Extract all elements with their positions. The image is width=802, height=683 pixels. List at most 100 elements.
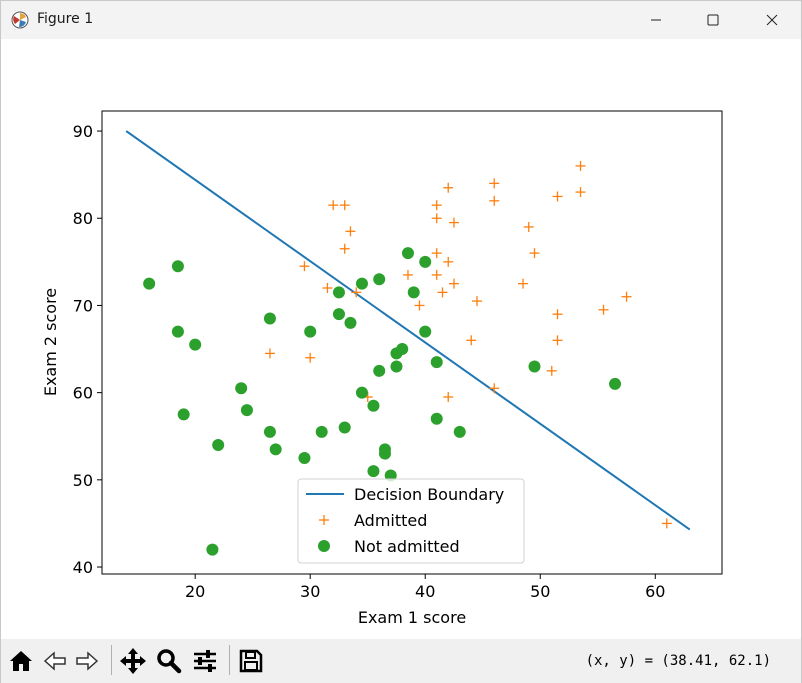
admitted-point [552,309,563,320]
not-admitted-point [528,360,541,373]
y-tick-label: 80 [73,209,93,228]
not-admitted-point [367,465,380,478]
pan-button[interactable] [119,647,147,675]
not-admitted-point [419,255,432,268]
not-admitted-point [143,277,156,290]
back-button[interactable] [41,647,69,675]
minimize-button[interactable] [629,1,683,39]
not-admitted-point [367,399,380,412]
legend-label-admitted: Admitted [354,511,427,530]
not-admitted-point [355,277,368,290]
admitted-point [305,352,316,363]
admitted-point [339,243,350,254]
admitted-point [443,182,454,193]
not-admitted-point [171,325,184,338]
not-admitted-point [373,273,386,286]
y-tick-label: 50 [73,471,93,490]
admitted-point [443,256,454,267]
close-button[interactable] [745,1,799,39]
not-admitted-point [269,443,282,456]
admitted-point [523,221,534,232]
not-admitted-point [609,377,622,390]
admitted-point [489,195,500,206]
admitted-point [431,200,442,211]
x-axis-label: Exam 1 score [358,608,466,627]
not-admitted-point [304,325,317,338]
not-admitted-point [396,343,409,356]
not-admitted-point [206,543,219,556]
admitted-point [328,200,339,211]
admitted-point [299,261,310,272]
admitted-point [339,200,350,211]
y-tick-label: 90 [73,122,93,141]
move-icon [120,648,146,674]
admitted-point [448,278,459,289]
legend-circle-swatch [318,540,330,552]
admitted-point [575,187,586,198]
admitted-point [661,518,672,529]
maximize-icon [707,14,719,26]
admitted-point [322,283,333,294]
admitted-point [466,335,477,346]
not-admitted-point [298,452,311,465]
not-admitted-point [453,425,466,438]
x-tick-label: 50 [530,582,550,601]
admitted-point [351,287,362,298]
not-admitted-point [235,382,248,395]
admitted-point [264,348,275,359]
legend-plus-swatch [319,515,329,525]
x-tick-label: 40 [415,582,435,601]
legend-box [297,478,525,564]
admitted-point [489,383,500,394]
not-admitted-point [263,312,276,325]
window-title: Figure 1 [37,11,94,27]
y-axis-label: Exam 2 score [41,288,60,396]
not-admitted-point [338,421,351,434]
admitted-point [546,365,557,376]
x-tick-label: 60 [645,582,665,601]
toolbar-separator [111,645,112,675]
magnifier-icon [157,649,182,674]
not-admitted-point [419,325,432,338]
save-button[interactable] [237,647,265,675]
legend-label-boundary: Decision Boundary [354,485,504,504]
scatter-chart: 20 30 40 50 60 40 50 60 70 80 90 Exam 1 score Exam… [41,110,723,627]
cursor-coordinates: (x, y) = (38.41, 62.1) [585,653,771,669]
not-admitted-point [315,425,328,438]
admitted-point [345,226,356,237]
minimize-icon [651,19,661,21]
title-bar[interactable]: Figure 1 [1,1,801,39]
not-admitted-point [240,404,253,417]
navigation-toolbar: (x, y) = (38.41, 62.1) [1,639,801,683]
not-admitted-point [189,338,202,351]
toolbar-separator [229,645,230,675]
not-admitted-point [263,425,276,438]
home-button[interactable] [7,647,35,675]
admitted-point [518,278,529,289]
admitted-point [529,248,540,259]
not-admitted-point [378,447,391,460]
subplots-button[interactable] [191,647,219,675]
forward-button[interactable] [73,647,101,675]
decision-boundary-line [125,130,691,531]
figure-canvas[interactable]: 20 30 40 50 60 40 50 60 70 80 90 Exam 1 score Exam… [1,39,801,639]
legend-label-not-admitted: Not admitted [354,537,460,556]
close-icon [766,14,778,26]
admitted-point [448,217,459,228]
zoom-button[interactable] [155,647,183,675]
not-admitted-point [407,286,420,299]
matplotlib-icon [11,11,29,29]
back-arrow-icon [43,651,66,671]
y-tick-label: 40 [73,558,93,577]
admitted-point [552,191,563,202]
admitted-point [489,178,500,189]
not-admitted-point [177,408,190,421]
not-admitted-point [355,386,368,399]
not-admitted-point [401,247,414,260]
maximize-button[interactable] [686,1,740,39]
x-tick-label: 20 [185,582,205,601]
admitted-point [414,300,425,311]
admitted-point [437,287,448,298]
admitted-point [598,304,609,315]
